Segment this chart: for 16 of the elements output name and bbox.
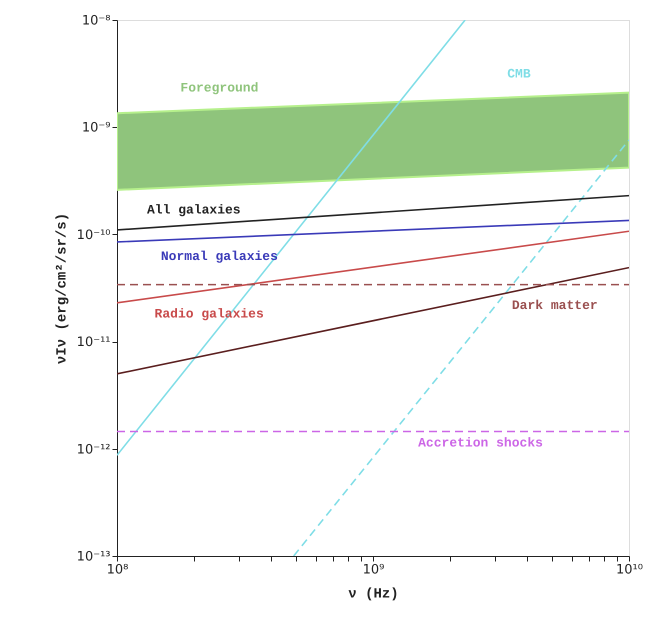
y-tick-label: 10⁻¹⁰: [76, 228, 110, 243]
x-tick-label: 10⁹: [362, 562, 384, 578]
x-tick-label: 10⁸: [106, 562, 128, 578]
series-label: Accretion shocks: [418, 435, 544, 450]
x-tick-label: 10¹⁰: [616, 562, 643, 578]
y-tick-label: 10⁻⁸: [82, 14, 110, 28]
x-axis-title: ν (Hz): [348, 586, 399, 602]
text: CMB: [507, 66, 531, 82]
series-label: All galaxies: [146, 202, 241, 218]
y-axis-title: νIν (erg/cm²/sr/s): [54, 212, 71, 364]
y-tick-label: 10⁻⁹: [82, 120, 110, 136]
legend-label: Foreground: [180, 80, 258, 96]
series-label: Dark matter: [512, 298, 598, 314]
y-tick-label: 10⁻¹²: [76, 442, 110, 458]
y-tick-label: 10⁻¹³: [76, 550, 110, 564]
y-tick-label: 10⁻¹¹: [76, 335, 110, 350]
